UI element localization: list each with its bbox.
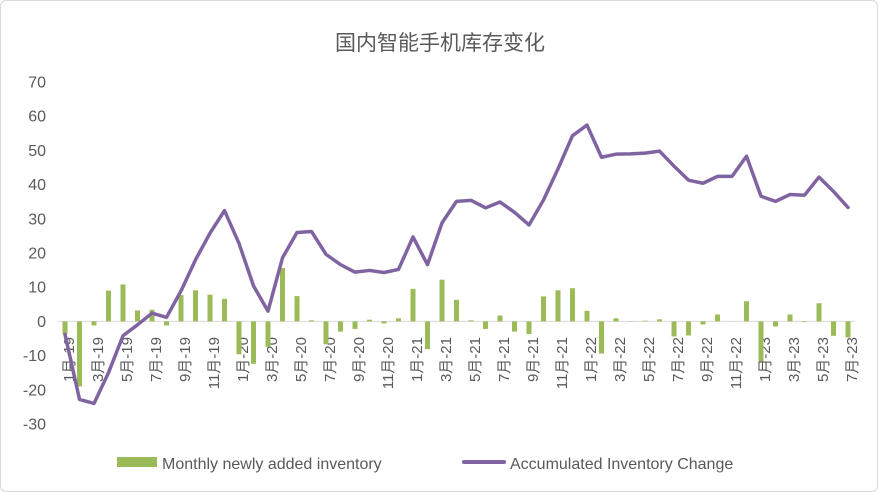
x-tick-label: 11月-22 — [728, 337, 745, 389]
x-tick-label: 7月-22 — [670, 337, 687, 382]
bar-monthly-inventory — [686, 321, 691, 335]
legend-bar-swatch — [117, 457, 157, 467]
bar-monthly-inventory — [817, 303, 822, 321]
x-tick-label: 11月-19 — [206, 337, 223, 389]
bar-monthly-inventory — [309, 320, 314, 321]
bar-monthly-inventory — [440, 280, 445, 322]
bar-monthly-inventory — [469, 320, 474, 321]
legend-label-accumulated-inventory: Accumulated Inventory Change — [510, 456, 733, 473]
bar-monthly-inventory — [193, 290, 198, 321]
bar-monthly-inventory — [643, 321, 648, 322]
y-tick-label: 70 — [28, 75, 46, 92]
bar-monthly-inventory — [759, 321, 764, 361]
bar-monthly-inventory — [614, 318, 619, 321]
bar-monthly-inventory — [396, 318, 401, 321]
y-tick-label: 0 — [37, 314, 46, 331]
bar-monthly-inventory — [222, 299, 227, 322]
bar-monthly-inventory — [570, 288, 575, 321]
bar-monthly-inventory — [556, 290, 561, 321]
x-tick-label: 5月-20 — [293, 337, 310, 382]
bar-monthly-inventory — [512, 321, 517, 331]
bar-monthly-inventory — [454, 300, 459, 322]
bar-monthly-inventory — [701, 321, 706, 324]
y-tick-label: 60 — [28, 109, 46, 126]
bar-monthly-inventory — [527, 321, 532, 334]
x-axis: 1月-19 3月-19 5月-19 7月-19 9月-19 11月-19 1月-20 3月-2… — [58, 321, 861, 389]
x-tick-label: 5月-21 — [467, 337, 484, 382]
bar-monthly-inventory — [135, 310, 140, 321]
bar-monthly-inventory — [338, 321, 343, 331]
y-tick-label: 10 — [28, 280, 46, 297]
x-tick-label: 3月-21 — [438, 337, 455, 382]
bar-monthly-inventory — [599, 321, 604, 353]
bar-monthly-inventory — [266, 321, 271, 346]
bar-monthly-inventory — [411, 289, 416, 321]
bar-monthly-inventory — [324, 321, 329, 344]
x-tick-label: 9月-21 — [525, 337, 542, 382]
bar-monthly-inventory — [382, 321, 387, 323]
bar-monthly-inventory — [744, 301, 749, 321]
bar-monthly-inventory — [788, 315, 793, 322]
bar-monthly-inventory — [179, 295, 184, 321]
y-tick-label: 20 — [28, 246, 46, 263]
legend-label-monthly-inventory: Monthly newly added inventory — [162, 456, 382, 473]
bar-monthly-inventory — [295, 296, 300, 321]
x-tick-label: 1月-21 — [409, 337, 426, 382]
bar-monthly-inventory — [63, 321, 68, 334]
y-tick-label: 50 — [28, 143, 46, 160]
x-tick-label: 9月-20 — [351, 337, 368, 382]
x-tick-label: 1月-22 — [583, 337, 600, 382]
x-tick-label: 9月-19 — [177, 337, 194, 382]
bar-monthly-inventory — [77, 321, 82, 386]
x-tick-label: 3月-23 — [786, 337, 803, 382]
bar-monthly-inventory — [585, 311, 590, 322]
bar-monthly-inventory — [802, 321, 807, 322]
bar-monthly-inventory — [353, 321, 358, 329]
bar-monthly-inventory — [92, 321, 97, 325]
bar-monthly-inventory — [106, 291, 111, 322]
y-tick-label: -10 — [23, 348, 46, 365]
legend-item-accumulated-inventory: Accumulated Inventory Change — [464, 456, 733, 473]
x-tick-label: 3月-22 — [612, 337, 629, 382]
bar-monthly-inventory — [831, 321, 836, 335]
bar-monthly-inventory — [498, 316, 503, 322]
x-tick-label: 9月-22 — [699, 337, 716, 382]
x-tick-label: 7月-19 — [148, 337, 165, 382]
x-tick-label: 7月-21 — [496, 337, 513, 382]
x-tick-label: 7月-23 — [844, 337, 861, 382]
chart-title: 国内智能手机库存变化 — [335, 32, 545, 55]
legend-item-monthly-inventory: Monthly newly added inventory — [117, 456, 382, 473]
bar-monthly-inventory — [672, 321, 677, 336]
y-tick-label: -20 — [23, 382, 46, 399]
x-tick-label: 5月-23 — [815, 337, 832, 382]
bar-monthly-inventory — [773, 321, 778, 326]
bar-monthly-inventory — [483, 321, 488, 329]
y-tick-label: 40 — [28, 177, 46, 194]
bar-monthly-inventory — [208, 295, 213, 322]
x-tick-label: 11月-20 — [380, 337, 397, 389]
bar-monthly-inventory — [164, 321, 169, 325]
x-tick-label: 5月-22 — [641, 337, 658, 382]
bar-monthly-inventory — [367, 320, 372, 322]
x-tick-label: 3月-19 — [90, 337, 107, 382]
bar-monthly-inventory — [237, 321, 242, 354]
bar-monthly-inventory — [280, 268, 285, 321]
bar-monthly-inventory — [541, 296, 546, 321]
bar-monthly-inventory — [251, 321, 256, 363]
y-axis: 70 60 50 40 30 20 10 0 -10 -20 -30 — [23, 75, 46, 434]
x-tick-label: 11月-21 — [554, 337, 571, 389]
bar-monthly-inventory — [425, 321, 430, 349]
y-tick-label: 30 — [28, 211, 46, 228]
y-tick-label: -30 — [23, 417, 46, 434]
bar-monthly-inventory — [657, 319, 662, 321]
bar-monthly-inventory — [846, 321, 851, 337]
bar-monthly-inventory — [715, 315, 720, 322]
legend: Monthly newly added inventory Accumulate… — [117, 456, 733, 473]
bar-monthly-inventory — [121, 284, 126, 321]
